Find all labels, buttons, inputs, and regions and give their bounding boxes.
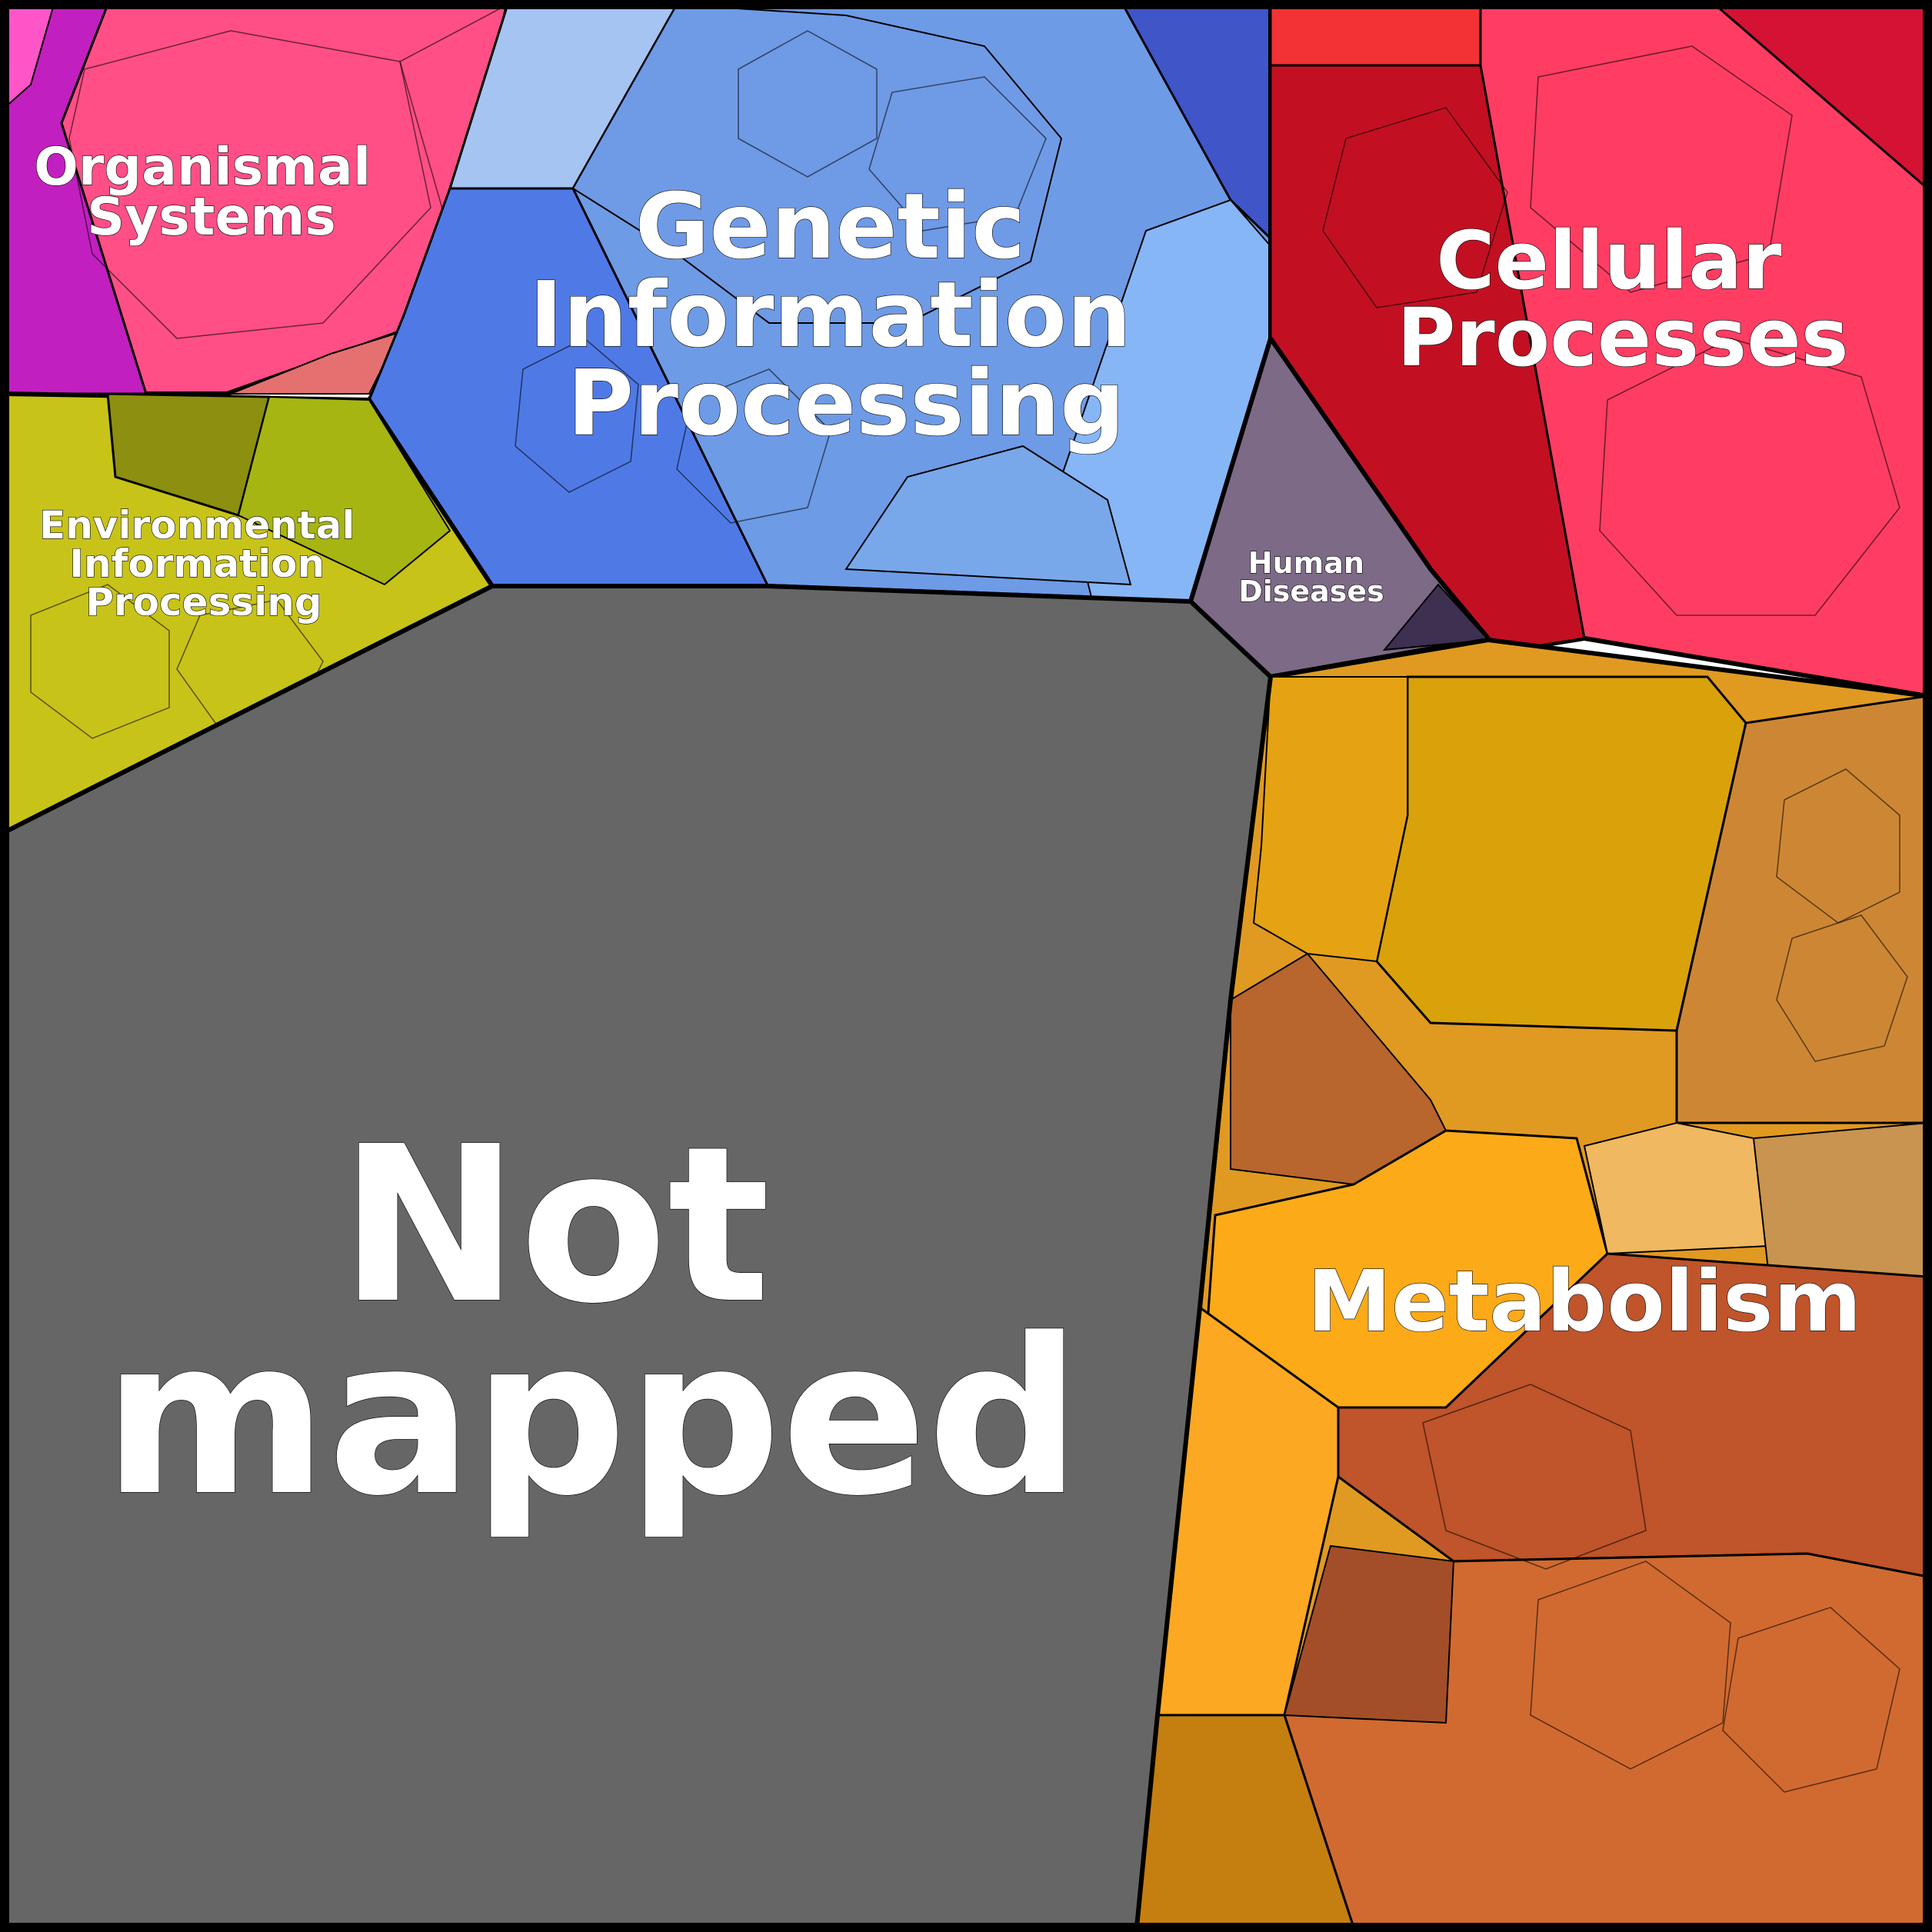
label-genetic-line-1: Genetic (635, 173, 1026, 279)
label-cellular-line-2: Processes (1397, 291, 1848, 385)
label-environmental-line-1: Environmental (39, 503, 355, 548)
label-organismal-systems: Organismal Systems (34, 137, 389, 248)
label-cellular-processes: Cellular Processes (1397, 214, 1848, 385)
label-environmental-information-processing: Environmental Information Processing (39, 503, 368, 625)
label-metabolism-line-1: Metabolism (1307, 1252, 1862, 1351)
label-human-diseases: Human Diseases (1238, 546, 1384, 608)
label-not-mapped-line-1: Not (339, 1101, 771, 1351)
label-organismal-systems-line-2: Systems (87, 187, 336, 248)
label-genetic-information-processing: Genetic Information Processing (529, 173, 1163, 456)
label-environmental-line-3: Processing (85, 580, 321, 625)
region-metabolism (1134, 638, 1930, 1930)
region-environmental-information-processing (2, 391, 495, 834)
label-genetic-line-2: Information (529, 261, 1131, 368)
label-not-mapped: Not mapped (103, 1101, 1081, 1544)
label-not-mapped-line-2: mapped (103, 1293, 1081, 1544)
label-human-diseases-line-1: Human (1248, 546, 1364, 580)
label-environmental-line-2: Information (69, 541, 325, 586)
label-human-diseases-line-2: Diseases (1238, 575, 1384, 608)
label-genetic-line-3: Processing (567, 350, 1124, 456)
label-metabolism: Metabolism (1307, 1252, 1862, 1351)
label-organismal-systems-line-1: Organismal (34, 137, 371, 198)
label-cellular-line-1: Cellular (1436, 214, 1781, 308)
region-genetic-information-processing (367, 2, 1273, 604)
